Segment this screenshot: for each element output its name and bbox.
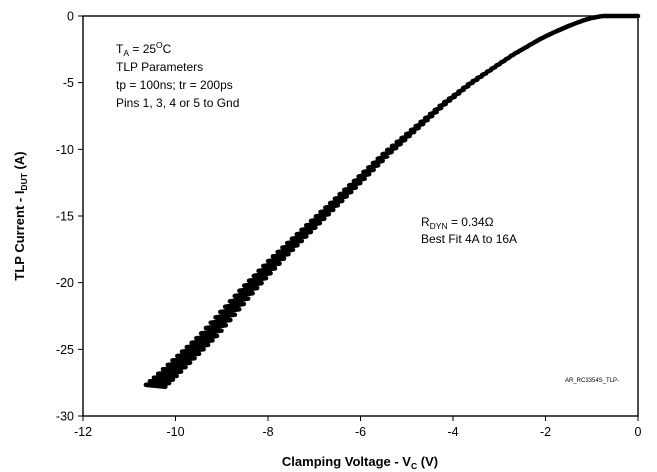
x-tick-label: -10 — [166, 425, 184, 439]
plot-area-frame — [82, 15, 639, 417]
annotation-rdyn: RDYN = 0.34Ω — [421, 215, 494, 231]
series-group — [143, 13, 641, 389]
x-tick-label: -4 — [447, 425, 458, 439]
y-tick-label: -5 — [63, 76, 74, 90]
y-axis-title: TLP Current - IDUT (A) — [12, 151, 29, 280]
annotation-tlp-parameters: TLP Parameters — [116, 60, 203, 74]
annotation-ta: TA = 25OC — [116, 40, 172, 58]
y-tick-label: -30 — [56, 410, 74, 424]
x-tick-label: -6 — [355, 425, 366, 439]
x-tick-label: -2 — [540, 425, 551, 439]
y-tick-label: -10 — [56, 143, 74, 157]
y-axis-ticks: 0 -5 -10 -15 -20 -25 -30 — [56, 10, 83, 424]
x-tick-label: 0 — [635, 425, 642, 439]
y-tick-label: -15 — [56, 210, 74, 224]
y-tick-label: -20 — [56, 276, 74, 290]
x-tick-label: -12 — [74, 425, 92, 439]
annotation-pins: Pins 1, 3, 4 or 5 to Gnd — [116, 96, 239, 110]
annotation-pulse-params: tp = 100ns; tr = 200ps — [116, 78, 233, 92]
series-line — [143, 13, 641, 389]
x-axis-ticks: -12 -10 -8 -6 -4 -2 0 — [74, 416, 642, 439]
figure-id-label: AR_RC3354S_TLP- — [565, 378, 619, 384]
annotation-best-fit: Best Fit 4A to 16A — [421, 232, 517, 246]
x-axis-title: Clamping Voltage - VC (V) — [282, 454, 438, 471]
x-tick-label: -8 — [262, 425, 273, 439]
y-tick-label: -25 — [56, 343, 74, 357]
y-tick-label: 0 — [67, 10, 74, 24]
